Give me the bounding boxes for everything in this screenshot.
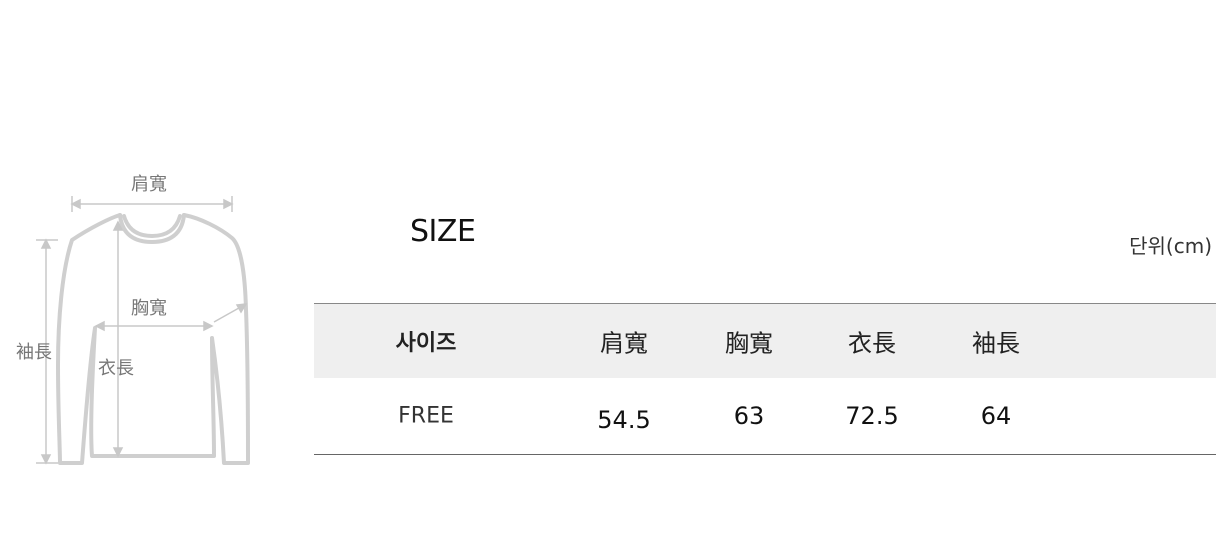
unit-label: 단위(cm) [1129, 234, 1212, 258]
garment-diagram: 肩寬 胸寬 袖長 衣長 [0, 160, 300, 480]
page-title: SIZE [410, 214, 476, 249]
table-bottom-divider [314, 454, 1216, 455]
table-row: FREE 54.5 63 72.5 64 [314, 378, 1216, 454]
header-sleeve: 袖長 [972, 329, 1020, 358]
table-header-row: 사이즈 肩寬 胸寬 衣長 袖長 [314, 304, 1216, 378]
diagram-chest-label: 胸寬 [131, 298, 167, 319]
diagram-shoulder-label: 肩寬 [131, 174, 167, 195]
diagram-length-label: 衣長 [98, 358, 134, 379]
table-top-divider [314, 303, 1216, 304]
header-size: 사이즈 [395, 331, 457, 356]
cell-shoulder: 54.5 [597, 406, 651, 434]
sweater-outline-icon [36, 196, 250, 465]
diagram-sleeve-label: 袖長 [16, 342, 52, 363]
header-shoulder: 肩寬 [600, 329, 648, 358]
cell-chest: 63 [733, 402, 765, 430]
size-table: 사이즈 肩寬 胸寬 衣長 袖長 FREE 54.5 63 72.5 64 [314, 303, 1216, 455]
header-length: 衣長 [848, 329, 896, 358]
header-chest: 胸寬 [725, 329, 773, 358]
cell-size: FREE [398, 403, 454, 429]
cell-sleeve: 64 [980, 402, 1012, 430]
cell-length: 72.5 [845, 402, 899, 430]
